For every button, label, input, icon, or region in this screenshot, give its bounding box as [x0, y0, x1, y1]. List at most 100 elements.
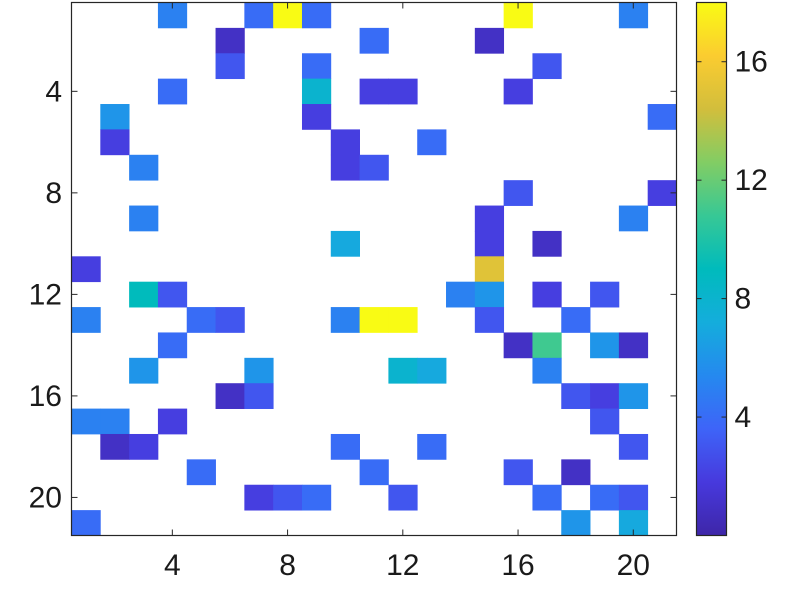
heatmap-cell	[388, 78, 418, 105]
heatmap-cell	[503, 180, 533, 206]
heatmap-cell	[590, 383, 620, 409]
heatmap-cell	[388, 484, 418, 511]
heatmap-cell	[100, 104, 130, 130]
heatmap-cell	[359, 307, 389, 333]
plot-frame	[70, 1, 678, 537]
heatmap-cell	[301, 53, 332, 80]
heatmap-cell	[618, 383, 649, 409]
heatmap-cell	[561, 383, 591, 409]
heatmap-cell	[561, 510, 591, 536]
heatmap-cell	[561, 307, 591, 333]
heatmap-cell	[129, 357, 159, 384]
heatmap-cell	[532, 230, 562, 257]
heatmap-cell	[301, 78, 332, 105]
heatmap-cell	[532, 53, 562, 80]
heatmap-cell	[417, 357, 447, 384]
heatmap-cell	[590, 484, 620, 511]
heatmap-cell	[244, 383, 274, 409]
heatmap-cell	[474, 230, 505, 257]
heatmap-cell	[474, 256, 505, 283]
heatmap-cell	[330, 307, 360, 333]
heatmap-cell	[474, 205, 505, 232]
heatmap-cell	[273, 484, 303, 511]
x-tick-labels: 4 8 12 16 20	[164, 549, 650, 582]
heatmap-cell	[388, 357, 418, 384]
heatmap-cell	[446, 281, 476, 308]
heatmap-cell	[359, 27, 389, 54]
heatmap-cell	[618, 433, 649, 460]
heatmap-cell	[244, 484, 274, 511]
heatmap-cell	[215, 383, 245, 409]
heatmap-cell	[330, 129, 360, 156]
heatmap-cell	[618, 332, 649, 359]
heatmap-cells	[71, 2, 677, 536]
heatmap-cell	[129, 281, 159, 308]
heatmap-cell	[186, 307, 216, 333]
heatmap-cell	[71, 256, 101, 283]
x-tick-label: 16	[501, 549, 534, 582]
heatmap-cell	[129, 205, 159, 232]
colorbar-tick-label: 12	[735, 164, 768, 197]
heatmap-cell	[301, 104, 332, 130]
y-tick-label: 12	[29, 278, 62, 311]
heatmap-cell	[244, 357, 274, 384]
heatmap-cell	[532, 484, 562, 511]
x-tick-label: 12	[386, 549, 419, 582]
heatmap-cell	[590, 332, 620, 359]
heatmap-cell	[186, 459, 216, 486]
heatmap-cell	[590, 281, 620, 308]
heatmap-cell	[157, 281, 188, 308]
heatmap-cell	[474, 307, 505, 333]
heatmap-cell	[100, 129, 130, 156]
heatmap-cell	[417, 433, 447, 460]
heatmap-cell	[71, 408, 101, 435]
heatmap-cell	[359, 78, 389, 105]
colorbar-tick-label: 16	[735, 46, 768, 79]
heatmap-cell	[301, 2, 332, 29]
x-tick-label: 20	[617, 549, 650, 582]
heatmap-cell	[388, 307, 418, 333]
heatmap-cell	[503, 459, 533, 486]
heatmap-cell	[100, 433, 130, 460]
heatmap-cell	[618, 484, 649, 511]
heatmap-cell	[215, 53, 245, 80]
heatmap-cell	[301, 484, 332, 511]
heatmap-cell	[647, 104, 677, 130]
heatmap-cell	[244, 2, 274, 29]
heatmap-cell	[561, 459, 591, 486]
heatmap-cell	[71, 510, 101, 536]
heatmap-cell	[532, 281, 562, 308]
colorbar: 4 8 12 16	[695, 1, 768, 537]
heatmap-cell	[618, 205, 649, 232]
heatmap-cell	[532, 357, 562, 384]
heatmap-cell	[330, 154, 360, 181]
heatmap-cell	[503, 332, 533, 359]
heatmap-cell	[474, 27, 505, 54]
heatmap-cell	[330, 433, 360, 460]
heatmap-cell	[129, 154, 159, 181]
heatmap-cell	[157, 408, 188, 435]
x-tick-label: 8	[279, 549, 296, 582]
heatmap-cell	[474, 281, 505, 308]
y-tick-label: 8	[45, 177, 62, 210]
heatmap-cell	[71, 307, 101, 333]
y-tick-label: 4	[45, 75, 62, 108]
heatmap-cell	[100, 408, 130, 435]
colorbar-gradient	[696, 2, 727, 536]
heatmap-cell	[359, 154, 389, 181]
heatmap-cell	[503, 78, 533, 105]
colorbar-tick-label: 8	[735, 283, 752, 316]
heatmap-cell	[359, 459, 389, 486]
colorbar-tick-label: 4	[735, 401, 752, 434]
x-tick-label: 4	[164, 549, 181, 582]
y-tick-labels: 4 8 12 16 20	[29, 75, 62, 514]
heatmap-cell	[590, 408, 620, 435]
heatmap-cell	[215, 307, 245, 333]
heatmap-cell	[417, 129, 447, 156]
heatmap-cell	[532, 332, 562, 359]
y-tick-label: 16	[29, 380, 62, 413]
heatmap-cell	[157, 78, 188, 105]
heatmap-cell	[330, 230, 360, 257]
colorbar-frame	[695, 1, 728, 537]
